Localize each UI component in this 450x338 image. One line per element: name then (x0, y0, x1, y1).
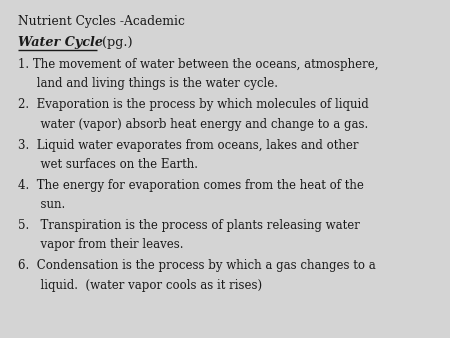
Text: Water Cycle: Water Cycle (18, 36, 103, 49)
Text: water (vapor) absorb heat energy and change to a gas.: water (vapor) absorb heat energy and cha… (18, 118, 368, 131)
Text: vapor from their leaves.: vapor from their leaves. (18, 238, 184, 251)
Text: 4.  The energy for evaporation comes from the heat of the: 4. The energy for evaporation comes from… (18, 179, 364, 192)
Text: Nutrient Cycles -Academic: Nutrient Cycles -Academic (18, 15, 185, 28)
Text: liquid.  (water vapor cools as it rises): liquid. (water vapor cools as it rises) (18, 279, 262, 292)
Text: wet surfaces on the Earth.: wet surfaces on the Earth. (18, 158, 198, 171)
Text: land and living things is the water cycle.: land and living things is the water cycl… (18, 77, 278, 91)
Text: (pg.): (pg.) (98, 36, 132, 49)
Text: 2.  Evaporation is the process by which molecules of liquid: 2. Evaporation is the process by which m… (18, 98, 369, 112)
Text: 1. The movement of water between the oceans, atmosphere,: 1. The movement of water between the oce… (18, 58, 378, 71)
Text: 3.  Liquid water evaporates from oceans, lakes and other: 3. Liquid water evaporates from oceans, … (18, 139, 359, 152)
Text: 6.  Condensation is the process by which a gas changes to a: 6. Condensation is the process by which … (18, 259, 376, 272)
Text: sun.: sun. (18, 198, 65, 211)
Text: 5.   Transpiration is the process of plants releasing water: 5. Transpiration is the process of plant… (18, 219, 360, 232)
